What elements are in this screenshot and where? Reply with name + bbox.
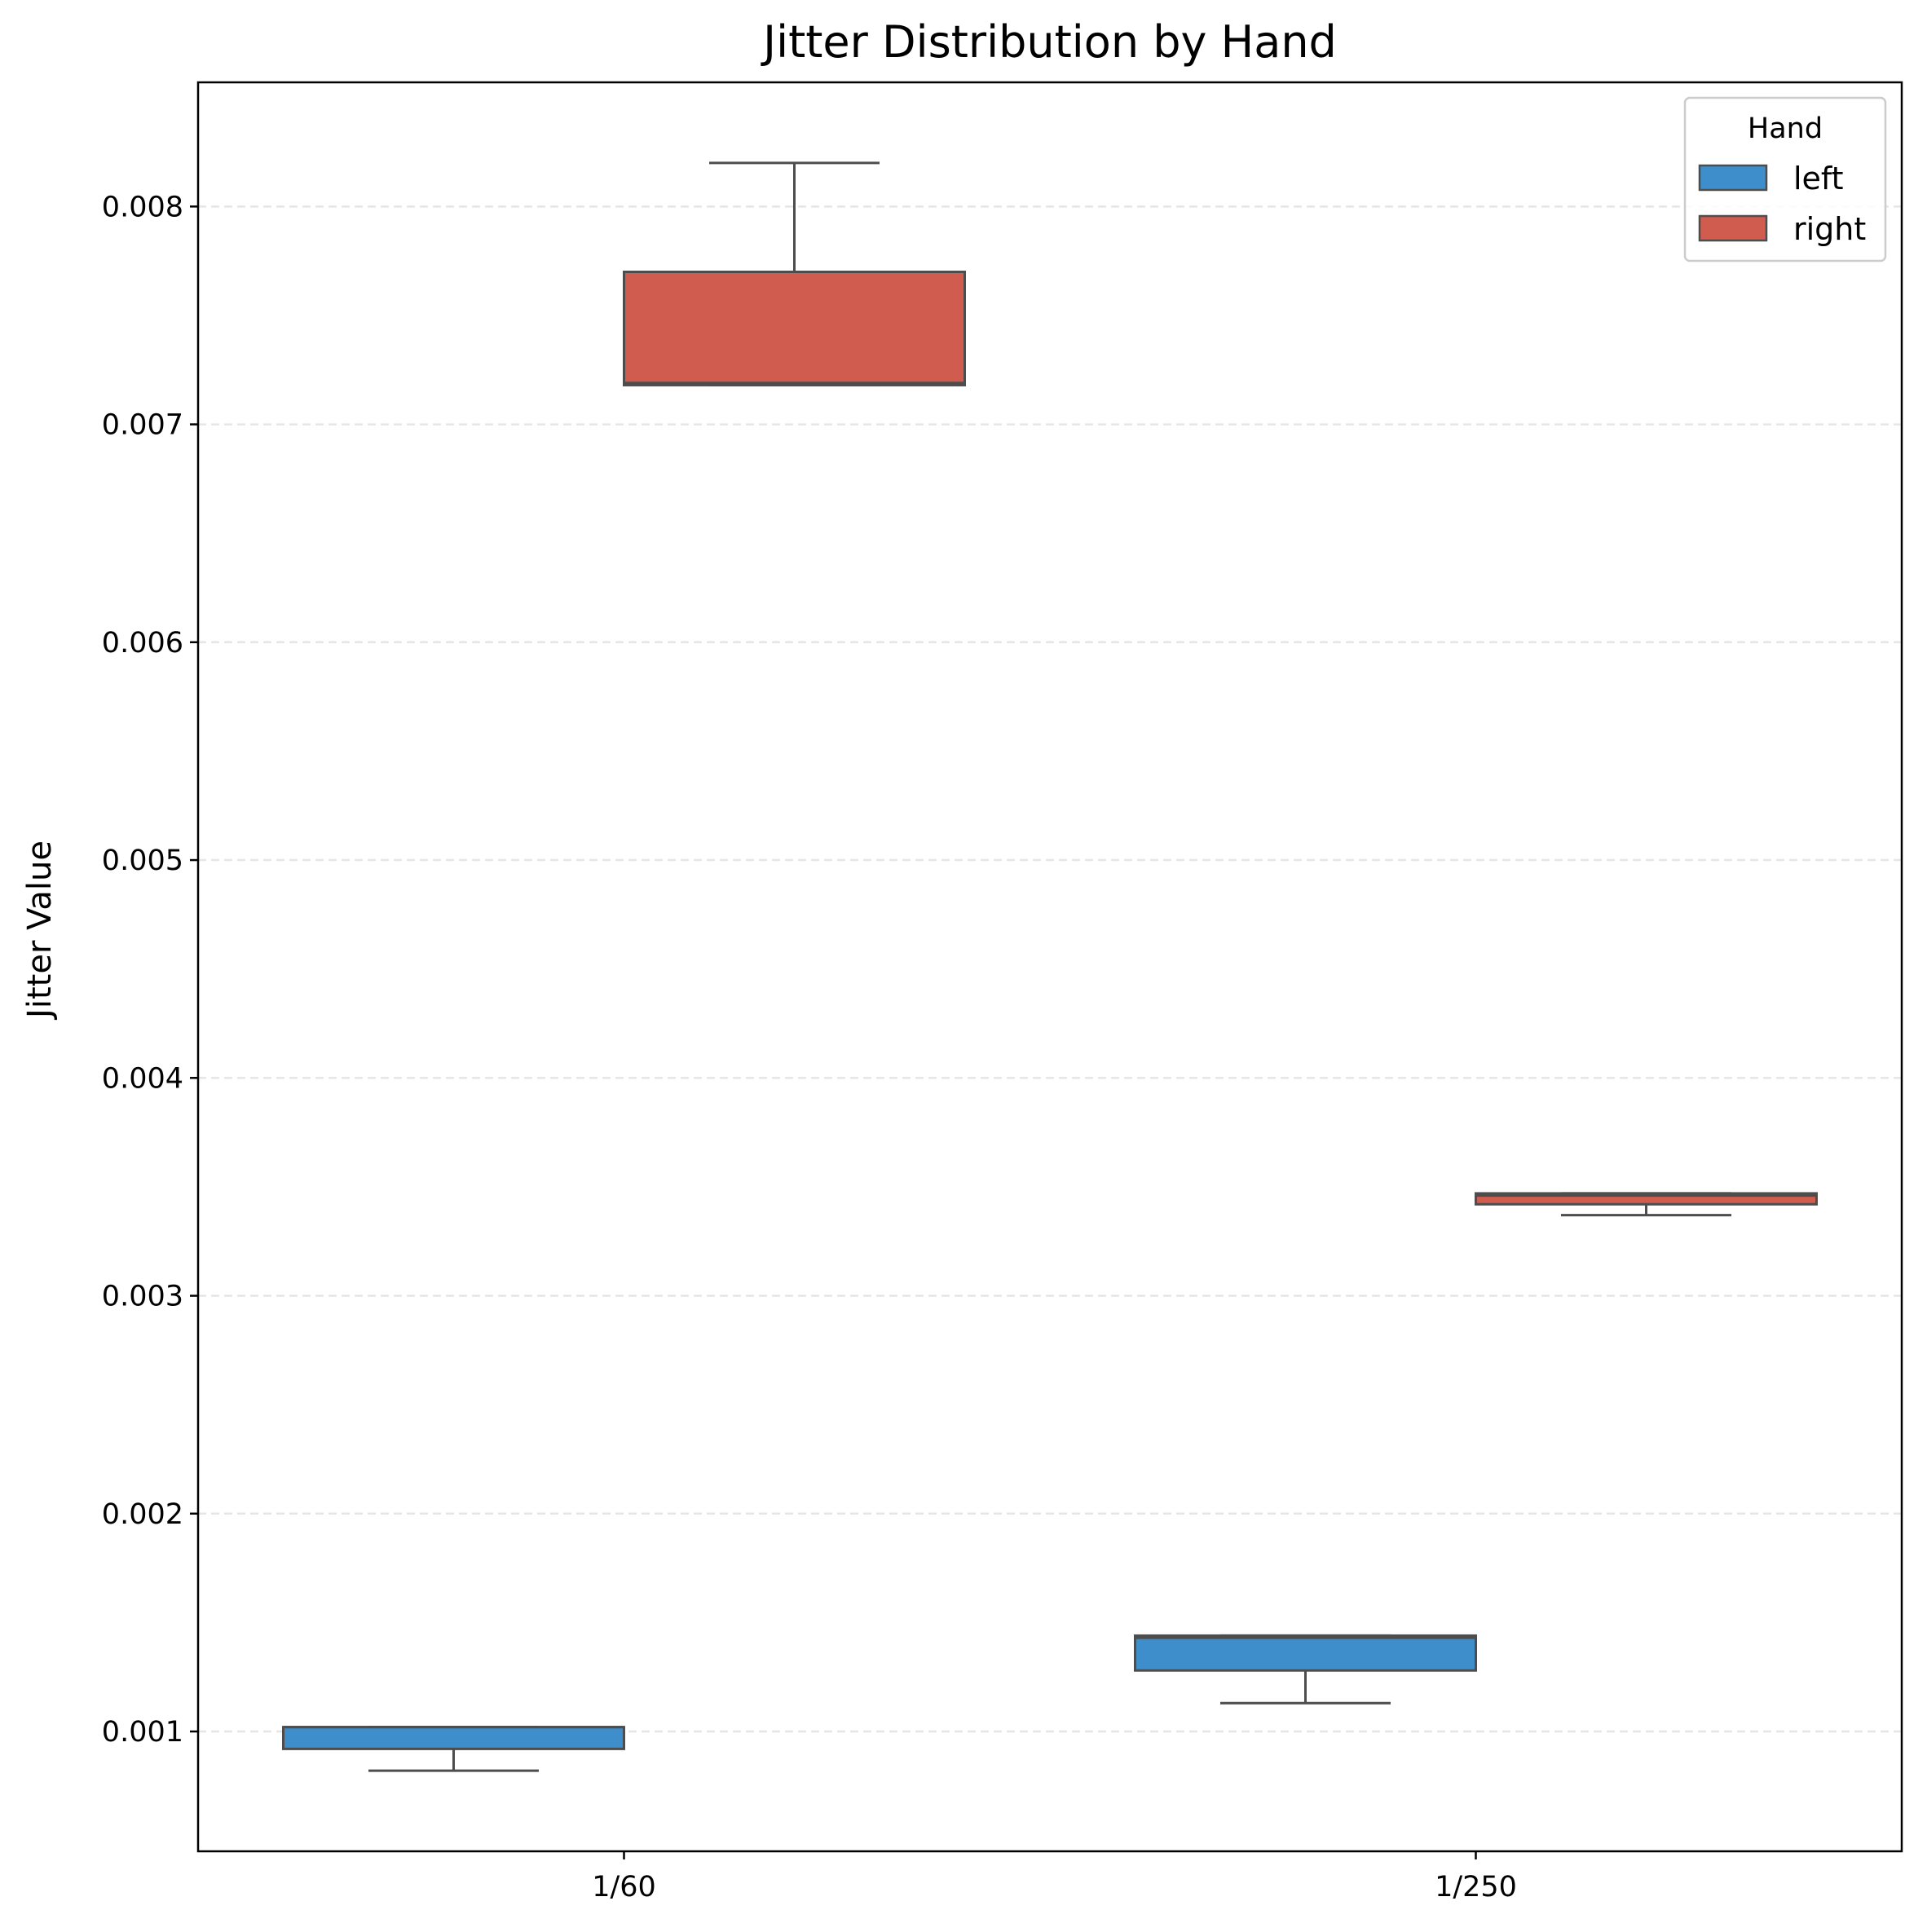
plot-frame — [196, 81, 1903, 1853]
y-axis-ticks: 0.001 0.002 0.003 0.004 0.005 0.006 0.007 0.008 — [102, 191, 198, 1749]
legend-label-left: left — [1793, 161, 1844, 196]
box-body — [1134, 1634, 1477, 1672]
x-tick-label: 1/250 — [1435, 1871, 1517, 1903]
box-right-1/60 — [623, 161, 966, 386]
y-tick-label: 0.001 — [102, 1716, 183, 1749]
y-tick-label: 0.007 — [102, 409, 183, 442]
y-axis-label: Jitter Value — [21, 840, 59, 1021]
x-axis-ticks: 1/60 1/250 — [592, 1851, 1517, 1903]
legend: Hand left right — [1683, 96, 1887, 262]
chart-title: Jitter Distribution by Hand — [761, 16, 1337, 68]
box-plots — [282, 161, 1818, 1772]
box-body — [623, 271, 966, 386]
legend-title: Hand — [1748, 112, 1823, 145]
y-tick-label: 0.006 — [102, 627, 183, 659]
legend-swatch-right — [1698, 214, 1768, 242]
box-right-1/250 — [1475, 1192, 1818, 1217]
y-tick-label: 0.004 — [102, 1062, 183, 1095]
box-left-1/60 — [282, 1726, 625, 1772]
y-tick-label: 0.005 — [102, 845, 183, 877]
y-tick-label: 0.003 — [102, 1281, 183, 1313]
legend-label-right: right — [1793, 211, 1866, 247]
x-tick-label: 1/60 — [592, 1871, 656, 1903]
box-left-1/250 — [1134, 1634, 1477, 1705]
y-tick-label: 0.008 — [102, 191, 183, 223]
legend-swatch-left — [1698, 164, 1768, 192]
grid-lines — [198, 205, 1902, 1733]
y-tick-label: 0.002 — [102, 1498, 183, 1531]
box-body — [282, 1726, 625, 1750]
